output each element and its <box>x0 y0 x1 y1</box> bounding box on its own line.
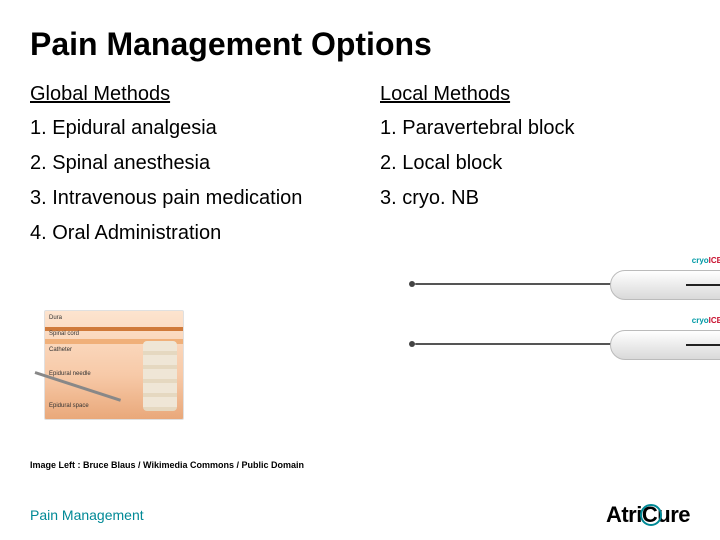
brand-logo: AtriCure <box>606 502 690 528</box>
probe-label: cryoICE <box>692 316 720 325</box>
column-local: Local Methods 1. Paravertebral block 2. … <box>380 83 690 256</box>
list-item: 1. Epidural analgesia <box>30 116 340 141</box>
list-item: 2. Spinal anesthesia <box>30 151 340 176</box>
list-item: 3. Intravenous pain medication <box>30 186 340 211</box>
probe-illustration: cryoICE cryoICE <box>380 250 720 410</box>
column-header-local: Local Methods <box>380 83 690 106</box>
probe-label: cryoICE <box>692 256 720 265</box>
columns: Global Methods 1. Epidural analgesia 2. … <box>30 83 690 256</box>
probe-device: cryoICE <box>390 320 720 370</box>
brand-part: Atri <box>606 502 642 527</box>
list-item: 2. Local block <box>380 151 690 176</box>
list-item: 4. Oral Administration <box>30 221 340 246</box>
footer-section-label: Pain Management <box>30 507 144 523</box>
diagram-label: Epidural space <box>49 403 89 409</box>
probe-device: cryoICE <box>390 260 720 310</box>
list-item: 1. Paravertebral block <box>380 116 690 141</box>
image-attribution: Image Left : Bruce Blaus / Wikimedia Com… <box>30 460 304 470</box>
page-title: Pain Management Options <box>30 26 690 63</box>
diagram-label: Epidural needle <box>49 371 91 377</box>
diagram-label: Catheter <box>49 347 72 353</box>
column-global: Global Methods 1. Epidural analgesia 2. … <box>30 83 340 256</box>
brand-part: ure <box>657 502 690 527</box>
list-item: 3. cryo. NB <box>380 186 690 211</box>
footer: Pain Management AtriCure <box>0 490 720 540</box>
diagram-label: Dura <box>49 315 62 321</box>
diagram-label: Spinal cord <box>49 331 79 337</box>
epidural-diagram: Dura Spinal cord Catheter Epidural needl… <box>44 310 184 420</box>
brand-part: C <box>642 502 657 528</box>
column-header-global: Global Methods <box>30 83 340 106</box>
slide: Pain Management Options Global Methods 1… <box>0 0 720 540</box>
